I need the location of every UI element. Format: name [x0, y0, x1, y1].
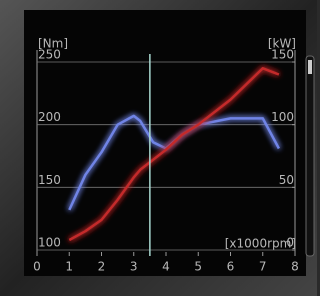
x-axis-label: [x1000rpm]	[225, 237, 296, 251]
y-tick-label: 200	[38, 110, 61, 124]
y2-tick-label: 50	[279, 173, 294, 187]
y-tick-label: 250	[38, 48, 61, 62]
y2-tick-label: 0	[286, 236, 294, 250]
x-tick-label: 5	[194, 260, 202, 274]
screen: [Nm] [kW] [x1000rpm] 1001502002500501001…	[0, 0, 317, 296]
x-tick-label: 4	[162, 260, 170, 274]
y-tick-label: 100	[38, 236, 61, 250]
y-tick-label: 150	[38, 173, 61, 187]
x-tick-label: 8	[291, 260, 299, 274]
scroll-thumb[interactable]	[308, 60, 312, 74]
x-tick-label: 1	[65, 260, 73, 274]
x-tick-label: 6	[227, 260, 235, 274]
x-tick-label: 3	[130, 260, 138, 274]
x-tick-label: 7	[259, 260, 267, 274]
y2-tick-label: 100	[271, 110, 294, 124]
scrollbar[interactable]	[306, 56, 314, 256]
x-tick-label: 0	[33, 260, 41, 274]
x-tick-label: 2	[98, 260, 106, 274]
y2-tick-label: 150	[271, 48, 294, 62]
